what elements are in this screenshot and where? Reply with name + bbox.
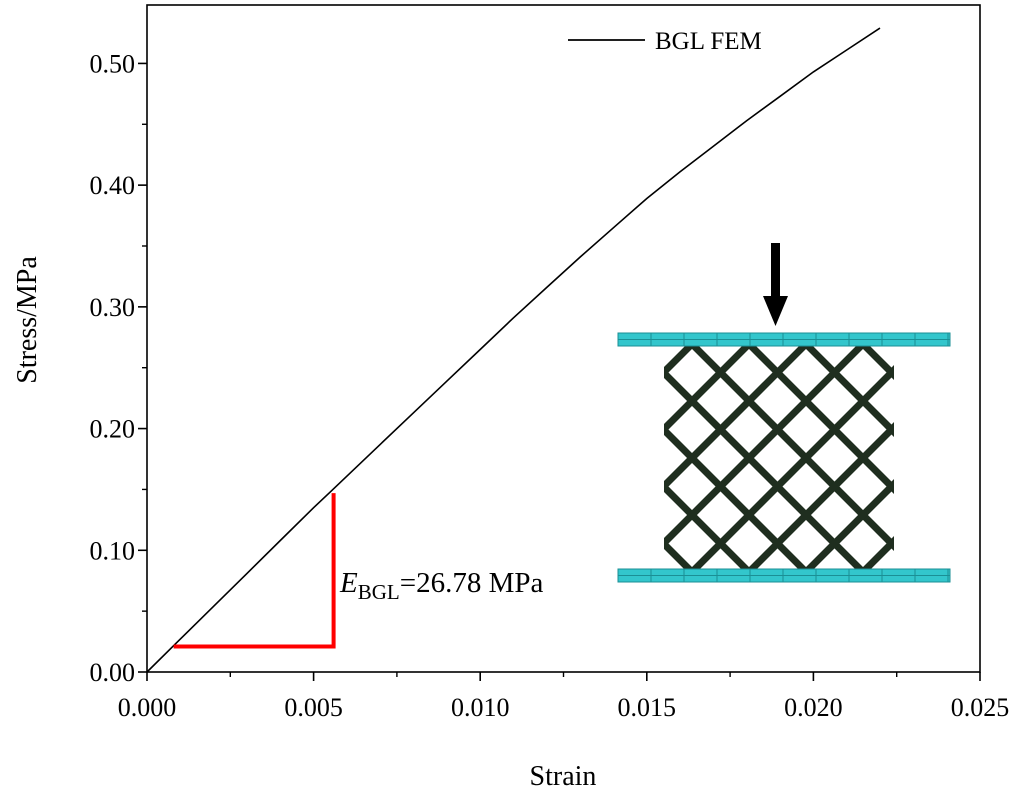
y-tick-label: 0.30 (90, 293, 136, 322)
lattice-strut (689, 365, 894, 571)
lattice-strut (664, 345, 809, 491)
lattice-strut (803, 345, 894, 437)
lattice-strut (978, 345, 1023, 571)
lattice-strut (803, 479, 894, 571)
modulus-slope-marker (173, 493, 336, 649)
x-tick-label: 0.025 (951, 693, 1010, 722)
load-arrow-icon (763, 243, 788, 326)
lattice-strut (664, 482, 752, 571)
y-axis-label: Stress/MPa (12, 256, 43, 384)
legend-label: BGL FEM (655, 28, 762, 55)
lattice-strut (746, 422, 894, 571)
lattice-strut (408, 345, 634, 571)
lattice-structure-icon (351, 345, 1023, 571)
x-axis-label: Strain (530, 761, 597, 792)
lattice-strut (408, 345, 634, 571)
x-tick-label: 0.015 (618, 693, 677, 722)
lattice-strut (978, 345, 1023, 571)
x-tick-label: 0.000 (118, 693, 177, 722)
y-tick-label: 0.00 (90, 658, 136, 687)
modulus-annotation: EBGL=26.78 MPa (339, 567, 543, 604)
lattice-strut (664, 345, 752, 434)
legend: BGL FEM (568, 28, 762, 55)
lattice-strut (664, 345, 695, 377)
axes: 0.000 0.005 0.010 0.015 0.020 0.025 0.00 0.10 0.… (90, 4, 1010, 722)
y-tick-label: 0.40 (90, 171, 136, 200)
lattice-strut (664, 345, 866, 548)
y-tick-label: 0.50 (90, 49, 136, 78)
y-tick-label: 0.20 (90, 415, 136, 444)
lattice-strut (351, 345, 577, 571)
x-tick-label: 0.005 (284, 693, 343, 722)
lattice-strut (351, 345, 577, 571)
x-tick-label: 0.020 (784, 693, 843, 722)
series-line-bgl-fem (146, 27, 881, 673)
x-tick-label: 0.010 (451, 693, 510, 722)
lattice-inset (351, 243, 1023, 583)
y-tick-label: 0.10 (90, 536, 136, 565)
lattice-strut (921, 345, 1023, 571)
lattice-strut (921, 345, 1023, 571)
lattice-strut (664, 539, 695, 571)
